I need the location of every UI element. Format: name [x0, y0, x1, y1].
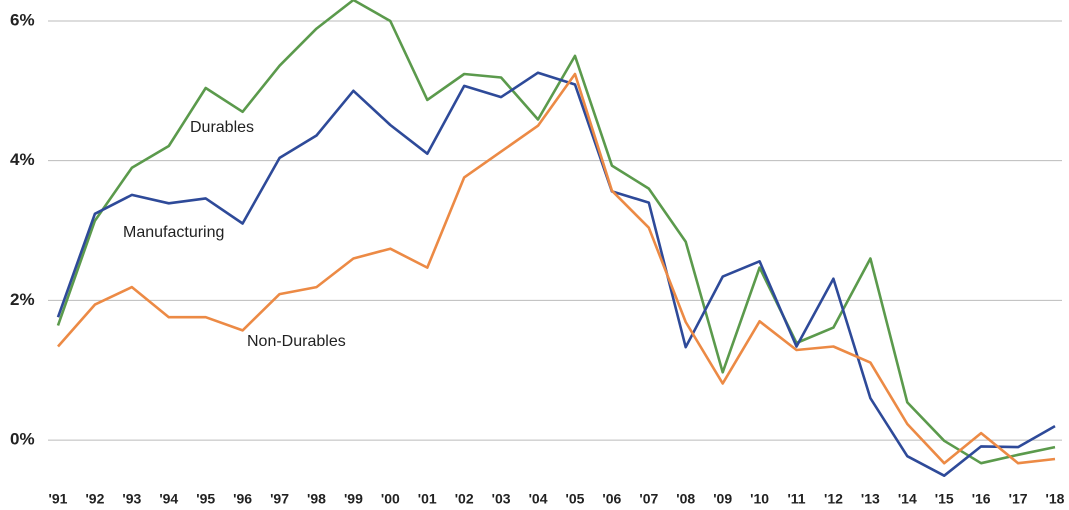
- x-tick-label: '99: [344, 491, 363, 507]
- x-tick-label: '91: [49, 491, 68, 507]
- series-line: [56, 0, 1056, 465]
- x-tick-label: '08: [676, 491, 695, 507]
- x-tick-label: '04: [529, 491, 548, 507]
- legend-label: Manufacturing: [123, 224, 224, 241]
- x-tick-label: '93: [122, 491, 141, 507]
- x-tick-label: '05: [566, 491, 585, 507]
- x-tick-label: '06: [602, 491, 621, 507]
- x-tick-label: '18: [1046, 491, 1065, 507]
- x-tick-label: '10: [750, 491, 769, 507]
- x-tick-label: '14: [898, 491, 917, 507]
- y-tick-label: 4%: [10, 150, 35, 169]
- x-tick-label: '01: [418, 491, 437, 507]
- x-tick-label: '13: [861, 491, 880, 507]
- x-tick-label: '09: [713, 491, 732, 507]
- series-line: [56, 71, 1056, 477]
- x-tick-label: '12: [824, 491, 843, 507]
- x-tick-label: '03: [492, 491, 511, 507]
- x-tick-label: '00: [381, 491, 400, 507]
- x-tick-label: '92: [85, 491, 104, 507]
- x-tick-label: '95: [196, 491, 215, 507]
- x-tick-label: '15: [935, 491, 954, 507]
- x-tick-label: '16: [972, 491, 991, 507]
- x-tick-label: '17: [1009, 491, 1028, 507]
- y-tick-label: 6%: [10, 10, 35, 29]
- x-tick-label: '02: [455, 491, 474, 507]
- y-tick-label: 2%: [10, 290, 35, 309]
- x-tick-label: '07: [639, 491, 658, 507]
- legend-label: Non-Durables: [247, 333, 346, 350]
- series-line: [57, 72, 1056, 465]
- legend-label: Durables: [190, 119, 254, 136]
- x-tick-label: '94: [159, 491, 178, 507]
- x-tick-label: '11: [787, 491, 805, 507]
- x-tick-label: '96: [233, 491, 252, 507]
- x-tick-label: '98: [307, 491, 326, 507]
- x-tick-label: '97: [270, 491, 289, 507]
- y-tick-label: 0%: [10, 430, 35, 449]
